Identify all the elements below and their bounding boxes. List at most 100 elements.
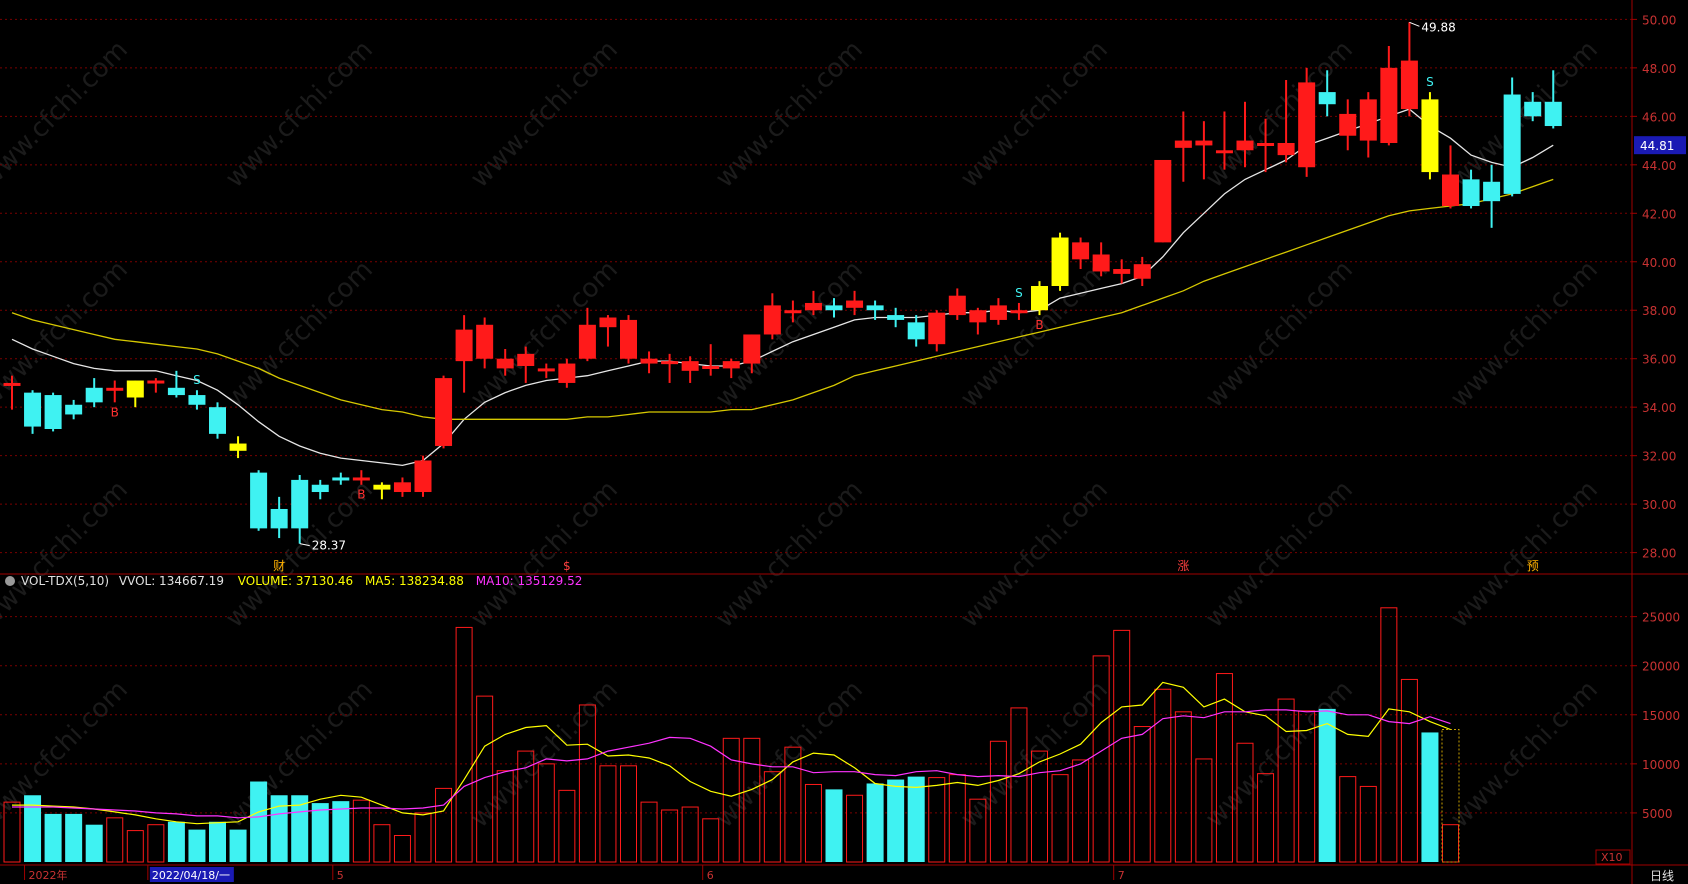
candle-body[interactable]	[989, 305, 1007, 320]
volume-bar-up[interactable]	[1380, 607, 1398, 863]
volume-bar-up[interactable]	[1072, 759, 1090, 863]
candle-body[interactable]	[476, 324, 494, 359]
candle-body[interactable]	[1503, 94, 1521, 194]
volume-bar-up[interactable]	[126, 830, 144, 863]
volume-bar-down[interactable]	[209, 821, 226, 862]
candle-body[interactable]	[599, 317, 617, 328]
volume-bar-down[interactable]	[65, 813, 83, 862]
volume-bar-up[interactable]	[743, 737, 761, 863]
volume-bar-up[interactable]	[599, 765, 617, 863]
candle-body[interactable]	[414, 460, 432, 493]
volume-bar-up[interactable]	[435, 787, 453, 863]
volume-bar-up[interactable]	[620, 765, 637, 863]
candle-body[interactable]	[1298, 82, 1316, 168]
volume-bar-up[interactable]	[681, 806, 699, 863]
volume-bar-up[interactable]	[3, 801, 21, 863]
event-label[interactable]: 涨	[1177, 558, 1189, 573]
candle-body[interactable]	[743, 334, 761, 364]
volume-bar-up[interactable]	[414, 812, 432, 863]
volume-bar-up[interactable]	[1359, 785, 1377, 863]
candle-body[interactable]	[1154, 159, 1172, 243]
volume-bar-up[interactable]	[1031, 750, 1048, 863]
volume-bar-up[interactable]	[1339, 776, 1357, 863]
volume-bar-up[interactable]	[517, 750, 535, 863]
volume-bar-up[interactable]	[702, 818, 720, 863]
volume-bar-up[interactable]	[496, 770, 514, 863]
volume-bar-up[interactable]	[722, 737, 740, 863]
candle-body[interactable]	[229, 443, 247, 451]
candle-body[interactable]	[1257, 143, 1275, 146]
volume-bar-up[interactable]	[804, 783, 822, 863]
volume-bar-up[interactable]	[661, 809, 679, 863]
candle-body[interactable]	[1010, 310, 1028, 314]
volume-bar-down[interactable]	[44, 813, 62, 862]
candle-body[interactable]	[311, 484, 329, 493]
candle-body[interactable]	[825, 305, 843, 311]
candle-body[interactable]	[1483, 181, 1501, 202]
candle-body[interactable]	[126, 380, 144, 398]
volume-bar-down[interactable]	[85, 824, 103, 862]
volume-bar-up[interactable]	[106, 817, 124, 863]
candle-body[interactable]	[1359, 99, 1377, 141]
volume-bar-up[interactable]	[476, 695, 494, 863]
event-label[interactable]: $	[563, 559, 571, 573]
volume-bar-down[interactable]	[188, 829, 206, 862]
candle-body[interactable]	[887, 315, 905, 320]
volume-bar-up[interactable]	[1154, 688, 1172, 863]
candle-body[interactable]	[188, 395, 206, 405]
candle-body[interactable]	[1072, 242, 1090, 260]
volume-bar-up[interactable]	[928, 777, 946, 863]
candle-body[interactable]	[147, 380, 165, 384]
candle-body[interactable]	[1421, 99, 1439, 173]
volume-bar-down[interactable]	[167, 821, 185, 862]
volume-bar-down[interactable]	[1421, 732, 1439, 862]
volume-bar-up[interactable]	[784, 746, 802, 863]
candle-body[interactable]	[1400, 60, 1418, 110]
candle-body[interactable]	[352, 477, 370, 481]
candle-body[interactable]	[1174, 140, 1192, 148]
candle-body[interactable]	[681, 361, 699, 371]
volume-bar-up[interactable]	[763, 771, 781, 863]
volume-bar-up[interactable]	[640, 801, 658, 863]
volume-bar-up[interactable]	[846, 794, 864, 863]
candle-body[interactable]	[907, 322, 925, 340]
candle-body[interactable]	[3, 382, 21, 386]
volume-bar-up[interactable]	[558, 789, 576, 863]
candle-body[interactable]	[85, 387, 103, 403]
candle-body[interactable]	[435, 378, 453, 446]
volume-bar-up[interactable]	[578, 704, 596, 863]
volume-bar-down[interactable]	[24, 795, 42, 862]
candle-body[interactable]	[106, 387, 124, 391]
candle-body[interactable]	[1031, 286, 1048, 311]
candle-body[interactable]	[1544, 101, 1562, 127]
volume-bar-down[interactable]	[311, 803, 329, 862]
volume-bar-up[interactable]	[455, 626, 473, 863]
volume-bar-up[interactable]	[352, 799, 370, 863]
candle-body[interactable]	[1113, 269, 1131, 274]
volume-bar-down[interactable]	[270, 795, 288, 862]
price-candles[interactable]	[3, 22, 1562, 544]
volume-bar-up[interactable]	[1257, 773, 1275, 863]
candle-body[interactable]	[558, 363, 576, 383]
candle-body[interactable]	[44, 395, 62, 429]
volume-bar-up[interactable]	[1400, 678, 1418, 863]
volume-bar-up[interactable]	[1277, 698, 1295, 863]
candle-body[interactable]	[1380, 67, 1398, 143]
candle-body[interactable]	[969, 310, 987, 323]
candle-body[interactable]	[866, 305, 884, 311]
candle-body[interactable]	[784, 310, 802, 314]
candle-body[interactable]	[1051, 237, 1069, 286]
candle-body[interactable]	[167, 387, 185, 396]
candle-body[interactable]	[702, 365, 720, 369]
candle-body[interactable]	[661, 361, 679, 365]
candle-body[interactable]	[332, 477, 350, 481]
candle-body[interactable]	[1195, 140, 1213, 146]
volume-bar-up[interactable]	[989, 740, 1007, 863]
candle-body[interactable]	[640, 358, 658, 364]
volume-bar-up[interactable]	[969, 798, 987, 863]
candle-body[interactable]	[65, 404, 83, 415]
candle-body[interactable]	[578, 324, 596, 359]
volume-bar-up[interactable]	[1113, 629, 1131, 863]
volume-bar-up[interactable]	[1133, 726, 1151, 863]
event-label[interactable]: 财	[273, 559, 285, 573]
